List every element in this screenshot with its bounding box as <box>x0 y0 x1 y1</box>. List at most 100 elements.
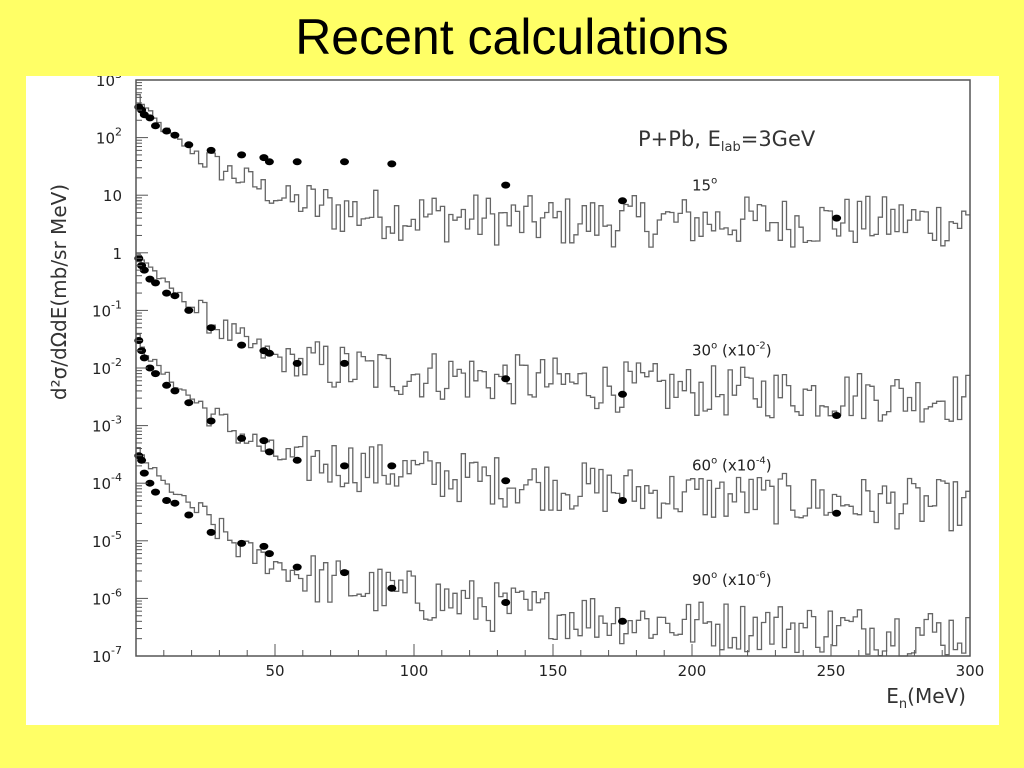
experimental-point <box>340 158 349 166</box>
experimental-point <box>162 127 172 135</box>
experimental-point <box>151 370 160 378</box>
experimental-point <box>237 341 247 349</box>
experimental-point <box>292 359 302 367</box>
y-tick-label: 103 <box>96 76 122 90</box>
experimental-point <box>340 569 349 577</box>
y-tick-exponent: -1 <box>111 298 122 311</box>
experimental-point <box>237 151 247 159</box>
chart-title-main: P+Pb, E <box>638 127 721 151</box>
annotation-degree: o <box>711 456 717 467</box>
y-tick-label: 1 <box>112 245 122 263</box>
annotation-angle: 60 <box>692 457 711 475</box>
experimental-point <box>237 539 247 547</box>
experimental-point <box>162 289 172 297</box>
x-axis-label-sub: n <box>899 697 907 712</box>
annotation-exponent: -6 <box>756 570 766 581</box>
annotation-angle: 30 <box>692 341 711 359</box>
x-axis-label: En(MeV) <box>886 684 966 712</box>
chart-title-sub: lab <box>721 140 741 155</box>
y-tick-base: 10 <box>92 302 111 320</box>
experimental-point <box>184 399 194 407</box>
annotation-angle: 15 <box>692 177 711 195</box>
y-tick-exponent: -6 <box>111 586 122 599</box>
experimental-point <box>237 434 247 442</box>
annotation-degree: o <box>711 340 717 351</box>
experimental-point <box>206 146 216 154</box>
experimental-point <box>259 542 269 550</box>
experimental-point <box>170 131 180 139</box>
annotation-degree: o <box>711 176 717 187</box>
experimental-point <box>151 488 160 496</box>
series-annotation: 60o (x10-4) <box>692 456 772 475</box>
experimental-point <box>387 584 397 592</box>
y-tick-label: 10-3 <box>92 414 122 436</box>
experimental-point <box>162 381 172 389</box>
x-axis-label-main: E <box>886 684 899 708</box>
calc-histogram-1 <box>136 253 970 423</box>
experimental-point <box>292 158 302 166</box>
experimental-point <box>151 279 160 287</box>
y-tick-label: 10-1 <box>92 298 122 320</box>
y-ticks: 10310210110-110-210-310-410-510-610-7 <box>92 76 148 666</box>
series-annotation: 90o (x10-6) <box>692 570 772 589</box>
y-tick-base: 10 <box>92 648 111 666</box>
y-tick-exponent: -7 <box>111 644 122 657</box>
calc-histogram-0 <box>136 93 970 248</box>
y-tick-label: 10-2 <box>92 356 122 378</box>
experimental-point <box>151 122 160 130</box>
y-tick-label: 10-6 <box>92 586 122 608</box>
annotation-close: ) <box>766 457 772 475</box>
y-tick-label: 10-4 <box>92 471 122 493</box>
y-tick-exponent: -5 <box>111 529 122 542</box>
experimental-point <box>139 266 149 274</box>
y-axis-label: d²σ/dΩdE(mb/sr MeV) <box>47 184 71 400</box>
experimental-point <box>618 390 627 398</box>
y-tick-base: 10 <box>92 418 111 436</box>
chart-title-tail: =3GeV <box>741 127 816 151</box>
experimental-point <box>292 563 302 571</box>
annotation-degree: o <box>711 570 717 581</box>
annotation-scale: (x10 <box>717 457 756 475</box>
experimental-point <box>145 364 155 372</box>
experimental-point <box>501 181 511 189</box>
annotation-exponent: -2 <box>756 340 766 351</box>
experimental-point <box>292 456 302 464</box>
experimental-point <box>264 550 274 558</box>
experimental-point <box>145 114 155 122</box>
points-layer <box>134 103 842 625</box>
y-tick-base: 1 <box>112 245 122 263</box>
y-tick-base: 10 <box>92 533 111 551</box>
x-axis-label-tail: (MeV) <box>907 684 966 708</box>
experimental-point <box>501 599 511 606</box>
y-tick-base: 10 <box>92 360 111 378</box>
experimental-point <box>832 509 842 517</box>
y-tick-exponent: 2 <box>115 126 122 139</box>
slide-title: Recent calculations <box>295 9 729 65</box>
y-tick-exponent: -3 <box>111 414 122 427</box>
experimental-point <box>145 479 155 487</box>
y-tick-base: 10 <box>103 187 122 205</box>
x-tick-label: 300 <box>956 662 985 680</box>
x-tick-label: 100 <box>400 662 429 680</box>
experimental-point <box>340 462 349 470</box>
experimental-point <box>618 197 627 205</box>
series-annotation: 15o <box>692 176 717 195</box>
experimental-point <box>264 349 274 357</box>
series-annotation: 30o (x10-2) <box>692 340 772 359</box>
x-tick-label: 200 <box>678 662 707 680</box>
y-tick-base: 10 <box>92 475 111 493</box>
y-tick-base: 10 <box>96 130 115 148</box>
experimental-point <box>170 292 180 300</box>
experimental-point <box>170 499 180 507</box>
calc-histogram-2 <box>136 333 970 532</box>
experimental-point <box>387 160 397 168</box>
annotation-close: ) <box>766 341 772 359</box>
experimental-point <box>170 387 180 395</box>
experimental-point <box>139 354 149 362</box>
annotation-scale: (x10 <box>717 341 756 359</box>
x-tick-label: 150 <box>539 662 568 680</box>
annotation-scale: (x10 <box>717 571 756 589</box>
experimental-point <box>184 141 194 149</box>
series-layer <box>136 93 970 657</box>
